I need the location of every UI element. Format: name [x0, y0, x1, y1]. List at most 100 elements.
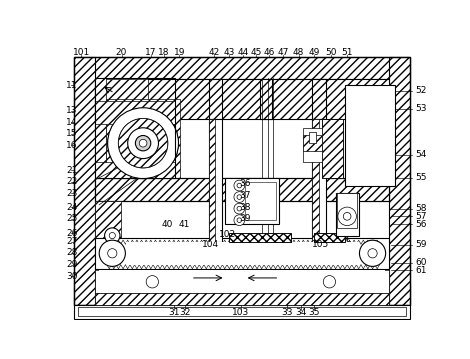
- Bar: [322, 118, 343, 178]
- Bar: [260, 79, 273, 118]
- Bar: [245, 182, 275, 220]
- Circle shape: [237, 206, 242, 211]
- Text: 13: 13: [66, 106, 78, 115]
- Bar: [313, 79, 326, 118]
- Text: 32: 32: [179, 308, 190, 317]
- Text: 19: 19: [173, 48, 185, 57]
- Text: 104: 104: [202, 240, 219, 249]
- Bar: [226, 178, 279, 224]
- Bar: [303, 128, 322, 162]
- Bar: [95, 178, 389, 201]
- Text: 59: 59: [415, 240, 427, 249]
- Circle shape: [234, 192, 245, 202]
- Bar: [74, 57, 410, 305]
- Circle shape: [338, 207, 356, 225]
- Text: 26: 26: [66, 229, 78, 238]
- Circle shape: [368, 249, 377, 258]
- Text: 40: 40: [162, 220, 173, 229]
- Bar: [303, 135, 322, 151]
- Text: 53: 53: [415, 104, 427, 113]
- Text: 21: 21: [66, 165, 78, 174]
- Bar: [95, 178, 389, 201]
- Text: 41: 41: [179, 220, 190, 229]
- Bar: [209, 118, 215, 242]
- Text: 35: 35: [308, 308, 320, 317]
- Bar: [229, 233, 291, 242]
- Circle shape: [234, 215, 245, 225]
- Text: 43: 43: [224, 48, 235, 57]
- Text: 61: 61: [415, 266, 427, 275]
- Text: 29: 29: [66, 260, 78, 269]
- Bar: [95, 79, 389, 118]
- Text: 27: 27: [66, 237, 78, 246]
- Text: 51: 51: [341, 48, 353, 57]
- Text: 15: 15: [66, 130, 78, 139]
- Bar: [95, 79, 149, 118]
- Circle shape: [237, 195, 242, 199]
- Text: 60: 60: [415, 258, 427, 267]
- Text: 56: 56: [415, 220, 427, 229]
- Bar: [95, 270, 389, 293]
- Circle shape: [323, 276, 336, 288]
- Bar: [336, 193, 359, 236]
- Text: 44: 44: [237, 48, 249, 57]
- Text: 105: 105: [312, 240, 329, 249]
- Text: 38: 38: [239, 202, 251, 211]
- Bar: [95, 79, 106, 178]
- Bar: [78, 307, 407, 316]
- Bar: [126, 242, 359, 265]
- Bar: [95, 238, 390, 269]
- Bar: [106, 98, 180, 180]
- Text: 17: 17: [145, 48, 157, 57]
- Text: 28: 28: [66, 248, 78, 257]
- Circle shape: [108, 249, 117, 258]
- Text: 11: 11: [66, 81, 78, 90]
- Bar: [95, 79, 175, 178]
- Text: 52: 52: [415, 86, 427, 95]
- Text: 42: 42: [208, 48, 219, 57]
- Circle shape: [237, 183, 242, 188]
- Text: 103: 103: [232, 308, 250, 317]
- Bar: [209, 79, 222, 118]
- Bar: [209, 79, 222, 118]
- Bar: [95, 201, 121, 243]
- Text: 47: 47: [278, 48, 289, 57]
- Text: 33: 33: [282, 308, 293, 317]
- Bar: [345, 85, 395, 186]
- Text: 55: 55: [415, 173, 427, 182]
- Bar: [322, 118, 343, 178]
- Bar: [314, 233, 345, 242]
- Text: 14: 14: [66, 118, 78, 127]
- Text: 102: 102: [219, 229, 236, 238]
- Bar: [313, 118, 326, 242]
- Text: 101: 101: [73, 48, 90, 57]
- Bar: [74, 305, 410, 319]
- Bar: [95, 162, 175, 178]
- Bar: [95, 79, 149, 118]
- Bar: [314, 233, 345, 242]
- Circle shape: [108, 108, 179, 178]
- Circle shape: [146, 276, 158, 288]
- Bar: [313, 79, 326, 118]
- Text: 54: 54: [415, 150, 427, 159]
- Text: 57: 57: [415, 212, 427, 221]
- Circle shape: [128, 128, 158, 159]
- Circle shape: [108, 108, 179, 178]
- Text: 30: 30: [66, 272, 78, 281]
- Text: 50: 50: [325, 48, 337, 57]
- Text: 22: 22: [66, 177, 78, 186]
- Text: 46: 46: [264, 48, 275, 57]
- Circle shape: [139, 139, 147, 147]
- Circle shape: [109, 233, 115, 239]
- Text: 58: 58: [415, 204, 427, 213]
- Bar: [74, 283, 410, 305]
- Circle shape: [360, 240, 385, 266]
- Circle shape: [118, 118, 168, 168]
- Text: 18: 18: [158, 48, 170, 57]
- Circle shape: [237, 218, 242, 223]
- Text: 39: 39: [239, 214, 251, 223]
- Text: 20: 20: [116, 48, 127, 57]
- Circle shape: [234, 203, 245, 214]
- Circle shape: [135, 135, 151, 151]
- Bar: [95, 293, 389, 305]
